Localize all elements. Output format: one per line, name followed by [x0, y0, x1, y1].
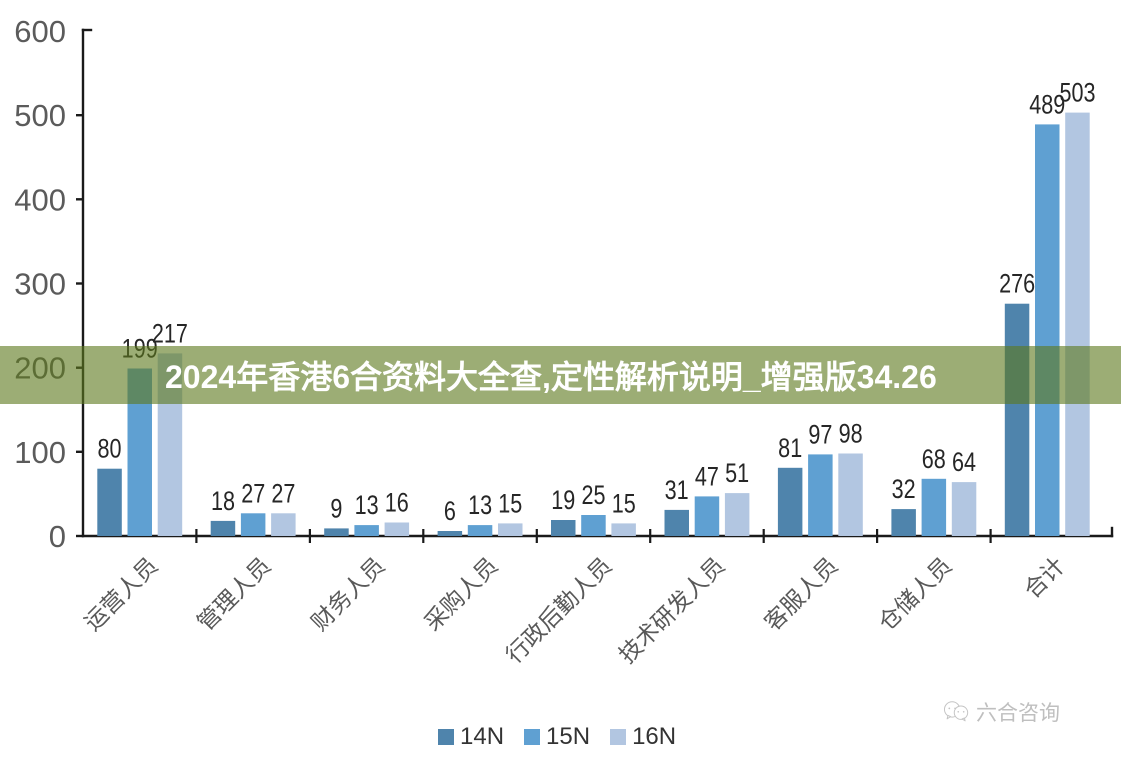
svg-text:16: 16: [385, 488, 409, 518]
svg-text:503: 503: [1059, 78, 1095, 108]
svg-text:6: 6: [444, 497, 456, 527]
svg-text:47: 47: [695, 462, 719, 492]
svg-text:64: 64: [952, 448, 976, 478]
svg-text:18: 18: [211, 487, 235, 517]
svg-text:68: 68: [922, 445, 946, 475]
svg-text:0: 0: [49, 519, 66, 554]
svg-text:98: 98: [839, 419, 863, 449]
svg-text:80: 80: [97, 435, 121, 465]
svg-text:81: 81: [778, 434, 802, 464]
svg-text:400: 400: [14, 182, 66, 217]
svg-text:31: 31: [665, 476, 689, 506]
svg-text:100: 100: [14, 435, 66, 470]
svg-text:32: 32: [892, 475, 916, 505]
svg-text:9: 9: [330, 494, 342, 524]
svg-text:27: 27: [271, 479, 295, 509]
svg-text:25: 25: [581, 481, 605, 511]
svg-text:13: 13: [468, 491, 492, 521]
svg-text:15: 15: [612, 489, 636, 519]
svg-text:600: 600: [14, 14, 66, 49]
svg-text:51: 51: [725, 459, 749, 489]
svg-text:97: 97: [808, 420, 832, 450]
svg-text:13: 13: [355, 491, 379, 521]
svg-text:500: 500: [14, 98, 66, 133]
svg-text:276: 276: [999, 270, 1035, 300]
svg-text:300: 300: [14, 267, 66, 302]
svg-text:15: 15: [498, 489, 522, 519]
svg-text:27: 27: [241, 479, 265, 509]
svg-text:19: 19: [551, 486, 575, 516]
